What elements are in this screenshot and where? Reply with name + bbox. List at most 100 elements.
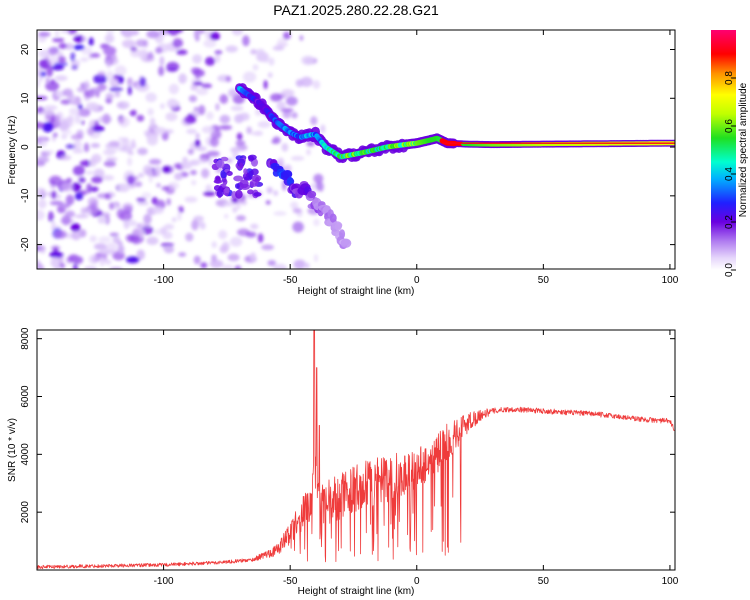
y-tick-label: 8000 <box>20 327 31 350</box>
spectrogram-noise-blob <box>268 57 275 66</box>
spectrogram-noise-blob <box>74 214 89 219</box>
spectrogram-noise-blob <box>160 227 167 235</box>
spectrogram-noise-blob <box>138 49 149 60</box>
spectrogram-noise-blob <box>160 242 174 247</box>
y-tick-label: 2000 <box>20 501 31 524</box>
spectrogram-noise-blob <box>214 50 223 55</box>
spectrogram-noise-blob <box>86 102 99 111</box>
spectrogram-noise-blob <box>219 94 229 104</box>
spectrogram-noise-blob <box>250 131 263 136</box>
spectrogram-noise-blob <box>234 265 242 269</box>
spectrogram-noise-blob <box>191 180 197 186</box>
x-tick-label: -50 <box>283 576 298 587</box>
spectrogram-noise-blob <box>201 126 215 134</box>
spectrogram-branch-blob <box>220 156 229 162</box>
spectrogram-noise-blob <box>266 186 273 194</box>
spectrogram-noise-blob <box>132 238 140 245</box>
spectrogram-noise-blob <box>301 55 315 66</box>
spectrogram-noise-blob <box>193 69 205 78</box>
spectrogram-noise-blob <box>132 229 141 237</box>
spectrogram-noise-blob <box>242 71 257 83</box>
spectrogram-noise-blob <box>293 259 306 269</box>
spectrogram-noise-blob <box>282 110 292 119</box>
spectrogram-noise-blob <box>102 175 115 181</box>
spectrogram-noise-blob <box>195 87 209 96</box>
spectrogram-noise-blob <box>263 80 268 90</box>
spectrogram-noise-blob <box>291 112 298 119</box>
spectrogram-noise-blob <box>88 37 94 46</box>
spectrogram-noise-blob <box>178 205 184 212</box>
colorbar <box>711 30 736 270</box>
spectrogram-noise-blob <box>231 30 244 36</box>
spectrogram-noise-blob <box>60 182 74 192</box>
spectrogram-noise-blob <box>168 181 180 190</box>
spectrogram-noise-blob <box>174 172 183 181</box>
x-tick-label: 50 <box>538 275 550 286</box>
spectrogram-noise-blob <box>110 192 116 198</box>
spectrogram-branch-blob <box>235 183 240 189</box>
spectrogram-noise-blob <box>86 127 95 136</box>
colorbar-tick-label: 0.8 <box>724 71 735 85</box>
spectrogram-noise-blob <box>172 38 183 48</box>
spectrogram-noise-blob <box>37 187 46 196</box>
snr-x-ticks: -100 -50 0 50 100 <box>154 330 679 587</box>
spectrogram-noise-blob <box>59 155 72 161</box>
spectrogram-branch-blob <box>247 154 257 161</box>
spectrogram-noise-blob <box>70 223 81 232</box>
spectrogram-branch-blob <box>340 238 352 248</box>
spectrogram-noise-blob <box>121 39 136 49</box>
spectrogram-noise-blob <box>67 93 75 101</box>
spectrogram-noise-blob <box>54 75 68 82</box>
spectrogram-noise-blob <box>224 214 229 219</box>
spectrogram-noise-blob <box>184 196 198 203</box>
spectrogram-branch-blob <box>239 179 249 189</box>
spectrogram-branch-blob <box>224 187 230 194</box>
x-tick-label: 0 <box>414 576 420 587</box>
spectrogram-noise-blob <box>90 143 100 148</box>
spectrogram-noise-blob <box>300 76 313 87</box>
spectrogram-noise-blob <box>178 73 187 84</box>
spectrogram-noise-blob <box>70 52 76 62</box>
spectrogram-noise-blob <box>267 72 273 78</box>
spectrogram-noise-blob <box>250 223 259 230</box>
spectrogram-noise-blob <box>162 246 169 251</box>
spectrogram-noise-blob <box>123 219 130 230</box>
spectrogram-noise-blob <box>194 158 208 165</box>
spectrogram-noise-blob <box>118 116 130 128</box>
spectrogram-noise-blob <box>42 122 54 133</box>
spectrogram-noise-blob <box>122 30 134 38</box>
spectrogram-noise-blob <box>127 85 132 96</box>
spectrogram-noise-blob <box>40 109 54 115</box>
spectrogram-noise-blob <box>225 45 238 53</box>
spectrogram-noise-blob <box>52 132 58 138</box>
x-tick-label: 100 <box>662 576 679 587</box>
spectrogram-branch-blob <box>216 159 225 169</box>
spectrogram-noise-blob <box>73 139 82 151</box>
spectrogram-noise-blob <box>219 114 231 124</box>
spectrogram-noise-blob <box>281 143 289 152</box>
spectrogram-noise-blob <box>68 107 81 116</box>
colorbar-label: Normalized spectral amplitude <box>738 82 749 217</box>
spectrogram-noise-blob <box>131 109 137 115</box>
spectrogram-branch-blob <box>307 190 317 199</box>
spectrogram-noise-blob <box>59 262 65 269</box>
spectrogram-noise-blob <box>84 265 97 269</box>
spectrogram-noise-blob <box>187 148 194 155</box>
spectrogram-noise-blob <box>88 254 98 264</box>
spectrogram-branch-blob <box>213 179 223 184</box>
spectrogram-frame <box>36 29 676 270</box>
spectrogram-noise-blob <box>174 30 184 33</box>
snr-series-line <box>37 330 675 570</box>
spectrogram-noise-blob <box>272 46 285 51</box>
spectrogram-noise-blob <box>81 36 88 42</box>
spectrogram-noise-blob <box>234 114 244 124</box>
spectrogram-noise-blob <box>117 244 125 254</box>
spectrogram-noise-blob <box>69 100 82 105</box>
spectrogram-branch-blob <box>239 162 243 169</box>
spectrogram-noise-blob <box>232 206 238 213</box>
spectrogram-noise-blob <box>209 259 224 269</box>
spectrogram-noise-blob <box>192 54 203 64</box>
spectrogram-noise-blob <box>130 143 137 149</box>
spectrogram-noise-blob <box>47 211 54 223</box>
colorbar-tick-label: 0.4 <box>724 167 735 181</box>
